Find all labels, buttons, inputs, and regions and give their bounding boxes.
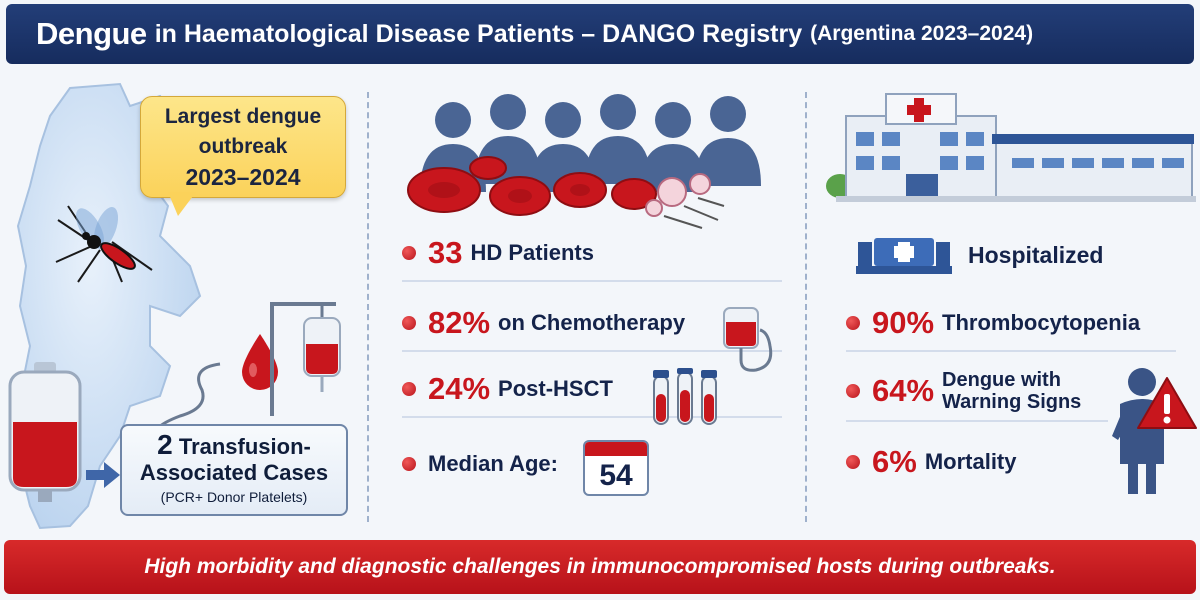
- red-blood-cells-icon: [407, 156, 725, 229]
- test-tubes-icon: [653, 368, 717, 425]
- stat-chemotherapy: 82% on Chemotherapy: [402, 296, 782, 352]
- title-years: (Argentina 2023–2024): [810, 22, 1034, 45]
- ambulance-cross-icon: [856, 238, 952, 274]
- stat-value: 64%: [872, 373, 935, 408]
- stat-label: Dengue with Warning Signs: [942, 369, 1081, 413]
- transfusion-cases-box: 2 Transfusion- Associated Cases (PCR+ Do…: [120, 424, 348, 516]
- bullet-dot: [402, 382, 416, 396]
- callout-line1: Largest dengue: [164, 105, 322, 128]
- stat-value: 6%: [872, 444, 917, 479]
- transfusion-label2: Associated Cases: [139, 460, 329, 485]
- stat-label: Post-HSCT: [498, 376, 613, 401]
- footer-text: High morbidity and diagnostic challenges…: [144, 555, 1056, 578]
- column-divider: [367, 92, 369, 522]
- title-main: in Haematological Disease Patients – DAN…: [154, 19, 803, 48]
- stat-value: 90%: [872, 305, 935, 340]
- stat-warning-signs: 64% Dengue with Warning Signs: [846, 362, 1108, 422]
- callout-line2: outbreak: [198, 135, 288, 158]
- stat-label: on Chemotherapy: [498, 310, 686, 335]
- warning-triangle-icon: [1137, 377, 1197, 429]
- transfusion-label1: Transfusion-: [178, 434, 311, 459]
- iv-drip-icon: [270, 302, 341, 416]
- stat-label: Median Age:: [428, 451, 558, 476]
- stat-value: 24%: [428, 371, 491, 406]
- footer-banner: High morbidity and diagnostic challenges…: [4, 540, 1196, 594]
- bullet-dot: [402, 457, 416, 471]
- stat-value: 33: [428, 235, 463, 270]
- iv-bag-icon: [723, 307, 773, 372]
- transfusion-note: (PCR+ Donor Platelets): [160, 489, 308, 505]
- stat-label-line1: Dengue with: [942, 369, 1061, 391]
- blood-bag-icon: [8, 362, 82, 502]
- stat-hd-patients: 33 HD Patients: [402, 226, 782, 282]
- stat-label-line2: Warning Signs: [942, 391, 1082, 413]
- column-divider: [805, 92, 807, 522]
- callout-years: 2023–2024: [185, 164, 301, 190]
- stat-mortality: 6% Mortality: [846, 434, 1096, 490]
- outbreak-callout: Largest dengue outbreak 2023–2024: [140, 96, 346, 198]
- stat-post-hsct: 24% Post-HSCT: [402, 362, 782, 418]
- mosquito-icon: [55, 205, 153, 283]
- hospital-building-icon: [826, 93, 1196, 202]
- stat-label: HD Patients: [470, 240, 594, 265]
- header-banner: Dengue in Haematological Disease Patient…: [6, 4, 1194, 64]
- bullet-dot: [402, 316, 416, 330]
- stat-value: 82%: [428, 305, 491, 340]
- tubing-line: [156, 362, 221, 430]
- calendar-icon: 54: [583, 440, 649, 496]
- callout-tail: [168, 192, 196, 216]
- bullet-dot: [402, 246, 416, 260]
- calendar-header: [585, 442, 647, 456]
- median-age-value: 54: [599, 459, 633, 492]
- stat-label: Mortality: [924, 449, 1017, 474]
- bullet-dot: [846, 455, 860, 469]
- transfusion-count: 2: [157, 429, 173, 460]
- arrow-icon: [86, 462, 120, 488]
- bullet-dot: [846, 384, 860, 398]
- bullet-dot: [846, 316, 860, 330]
- title-dengue: Dengue: [36, 16, 147, 51]
- blood-drop-icon: [242, 334, 278, 390]
- transfusion-line1: 2 Transfusion-: [122, 429, 346, 460]
- stat-median-age: Median Age:: [402, 436, 602, 492]
- stat-thrombocytopenia: 90% Thrombocytopenia: [846, 296, 1176, 352]
- stat-label: Thrombocytopenia: [942, 310, 1141, 335]
- hospitalized-label: Hospitalized: [968, 242, 1104, 268]
